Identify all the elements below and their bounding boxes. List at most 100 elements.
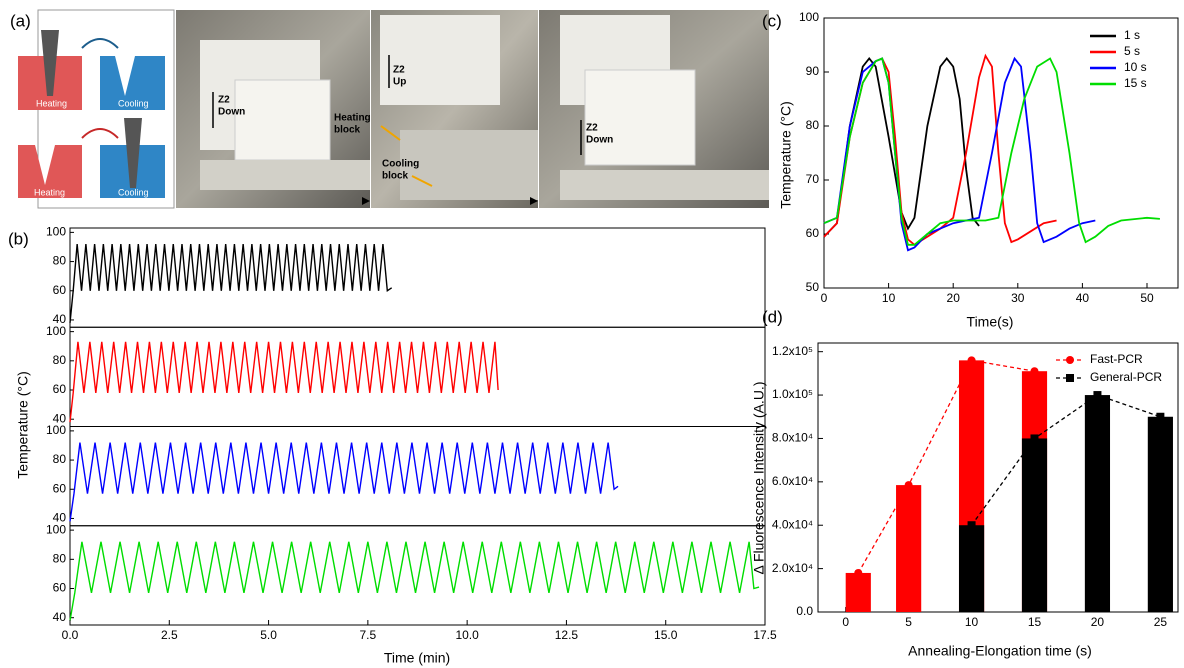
photo-label: Down: [586, 135, 613, 146]
x-tick-label: 7.5: [360, 628, 377, 642]
panel-label: (d): [762, 307, 783, 326]
arrow: [81, 128, 119, 139]
x-tick-label: 0: [842, 615, 849, 629]
x-tick-label: 15.0: [654, 628, 678, 642]
panel-label: (b): [8, 229, 29, 248]
photo-label: Heating: [334, 113, 371, 124]
y-tick-label: 100: [46, 423, 66, 437]
y-tick-label: 40: [53, 610, 67, 624]
photo-plate: [200, 160, 370, 190]
y-tick-label: 100: [46, 324, 66, 338]
y-tick-label: 8.0x10⁴: [772, 431, 813, 445]
line: [69, 243, 393, 323]
x-axis-label: Annealing-Elongation time (s): [908, 643, 1092, 659]
y-tick-label: 0.0: [796, 604, 813, 618]
pipette-tip: [41, 30, 59, 96]
panel-a: (a) Heating Cooling Heating Cooling Z2Do…: [10, 9, 769, 209]
subplot-frame: [69, 326, 766, 427]
y-tick-label: 80: [53, 254, 67, 268]
y-tick-label: 50: [806, 280, 820, 294]
bar: [1147, 416, 1173, 612]
x-axis-label: Time (min): [384, 650, 450, 666]
trend-line: [971, 394, 1161, 526]
legend-label: 15 s: [1124, 76, 1147, 90]
x-tick-label: 15: [1028, 615, 1042, 629]
bar: [896, 485, 922, 612]
y-tick-label: 100: [46, 225, 66, 239]
x-tick-label: 10: [965, 615, 979, 629]
subplot-frame: [69, 525, 766, 626]
photo-label: Up: [393, 77, 406, 88]
bar: [1084, 395, 1111, 612]
y-tick-label: 60: [53, 481, 67, 495]
photo-label: Z2: [393, 65, 405, 76]
x-tick-label: 40: [1076, 291, 1090, 305]
photo-label: block: [334, 125, 361, 136]
bar: [1021, 438, 1048, 612]
line: [823, 57, 1160, 246]
legend-marker: [1066, 356, 1074, 364]
y-tick-label: 1.2x10⁵: [772, 344, 813, 358]
x-tick-label: 25: [1154, 615, 1168, 629]
photo-block: [234, 79, 331, 161]
bar: [958, 525, 985, 612]
y-tick-label: 40: [53, 411, 67, 425]
schematic-label: Cooling: [118, 187, 149, 197]
y-axis-label: Temperature (°C): [778, 101, 794, 209]
x-tick-label: 30: [1011, 291, 1025, 305]
arrow: [81, 38, 119, 49]
x-tick-label: 12.5: [555, 628, 579, 642]
marker: [1156, 412, 1165, 421]
y-tick-label: 80: [53, 551, 67, 565]
x-tick-label: 10.0: [455, 628, 479, 642]
photo-label: Z2: [586, 123, 598, 134]
y-tick-label: 60: [53, 283, 67, 297]
photo-label: block: [382, 171, 409, 182]
marker: [967, 356, 976, 365]
x-tick-label: 5.0: [260, 628, 277, 642]
y-tick-label: 100: [799, 10, 819, 24]
x-tick-label: 10: [882, 291, 896, 305]
photo-plate: [400, 130, 538, 200]
cooling-block: [100, 56, 165, 110]
x-tick-label: 50: [1140, 291, 1154, 305]
y-tick-label: 60: [53, 581, 67, 595]
y-tick-label: 70: [806, 172, 820, 186]
marker: [1030, 434, 1039, 443]
y-tick-label: 60: [806, 226, 820, 240]
y-tick-label: 80: [53, 452, 67, 466]
y-tick-label: 6.0x10⁴: [772, 474, 813, 488]
marker: [1030, 367, 1039, 376]
subplot-frame: [69, 227, 766, 328]
pipette-tip: [124, 118, 142, 188]
schematic-label: Heating: [34, 187, 65, 197]
y-tick-label: 40: [53, 312, 67, 326]
arrow: [411, 175, 433, 187]
arrow: [530, 197, 538, 205]
y-tick-label: 90: [806, 64, 820, 78]
schematic-label: Cooling: [118, 98, 149, 108]
marker: [1093, 391, 1102, 400]
x-tick-label: 20: [947, 291, 961, 305]
y-tick-label: 80: [806, 118, 820, 132]
legend-label: 10 s: [1124, 60, 1147, 74]
y-tick-label: 80: [53, 353, 67, 367]
line: [69, 541, 760, 621]
x-tick-label: 0: [821, 291, 828, 305]
legend-label: General-PCR: [1090, 370, 1162, 384]
x-tick-label: 2.5: [161, 628, 178, 642]
y-tick-label: 60: [53, 382, 67, 396]
photo-block: [380, 15, 500, 105]
marker: [967, 521, 976, 530]
photo-block: [584, 69, 696, 166]
heating-block: [18, 145, 82, 198]
photo-label: Z2: [218, 95, 230, 106]
marker: [854, 568, 863, 577]
plot-frame: [823, 17, 1179, 289]
line: [823, 57, 980, 238]
y-tick-label: 100: [46, 522, 66, 536]
y-tick-label: 4.0x10⁴: [772, 517, 813, 531]
legend-marker: [1066, 374, 1074, 382]
